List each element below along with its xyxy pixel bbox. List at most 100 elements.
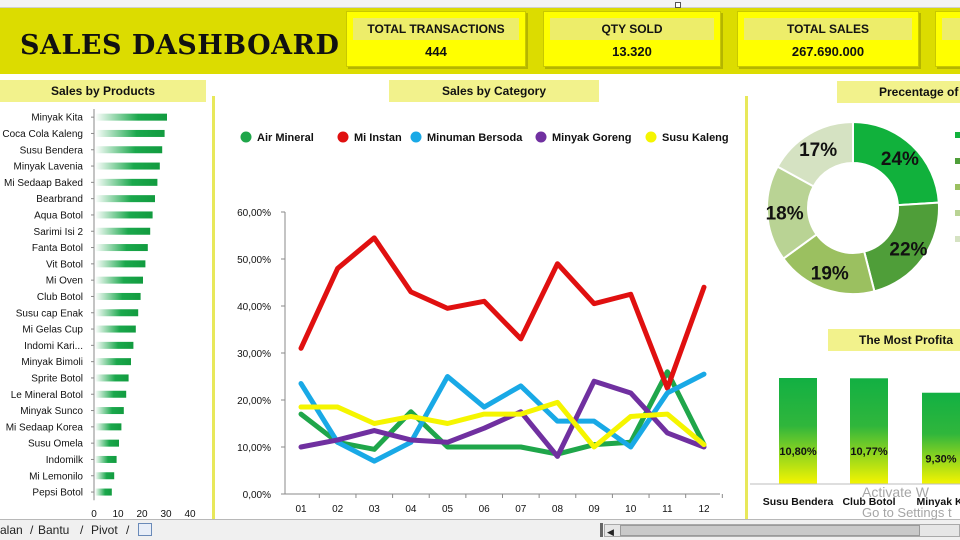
scrollbar-thumb[interactable]: [620, 525, 920, 536]
tick-label: Bearbrand: [36, 194, 83, 205]
kpi-label: QTY SOLD: [550, 18, 714, 40]
dashboard-title: SALES DASHBOARD: [20, 30, 340, 61]
tick-label: 20: [136, 509, 148, 520]
tick-label: Minyak Lavenia: [14, 162, 84, 173]
kpi-cut-off[interactable]: [935, 11, 960, 67]
tick-label: 30: [160, 509, 172, 520]
series-line: [298, 378, 707, 459]
tick-label: Le Mineral Botol: [11, 390, 83, 401]
tick-label: Club Botol: [842, 496, 895, 508]
data-label: 18%: [766, 203, 804, 224]
tick-label: Susu Omela: [28, 439, 83, 450]
bar: [95, 325, 136, 333]
bar: [95, 358, 131, 366]
legend-label: Minyak Goreng: [552, 132, 631, 144]
tick-label: 60,00%: [237, 208, 271, 219]
tick-label: 20,00%: [237, 396, 271, 407]
bar: [95, 276, 143, 284]
bar: [95, 374, 129, 382]
bar: [95, 341, 134, 349]
category-section-label: Sales by Category: [389, 80, 599, 102]
tick-label: Pepsi Botol: [32, 488, 83, 499]
kpi-total-sales[interactable]: TOTAL SALES 267.690.000: [737, 11, 919, 67]
activation-watermark: Activate W: [862, 484, 929, 500]
bar: [95, 146, 163, 154]
tick-label: Minyak Kita: [31, 113, 83, 124]
tick-label: Minyak Bimoli: [21, 357, 83, 368]
products-section-label: Sales by Products: [0, 80, 206, 102]
series-line: [298, 399, 707, 450]
tick-label: Mi Oven: [46, 276, 83, 287]
tick-label: Minyak Ki: [916, 496, 960, 508]
series-line: [298, 235, 707, 391]
sheet-tab[interactable]: Pivot: [91, 523, 118, 537]
tab-separator: /: [80, 523, 84, 537]
tick-label: Fanta Botol: [32, 243, 83, 254]
kpi-total-transactions[interactable]: TOTAL TRANSACTIONS 444: [346, 11, 526, 67]
resize-handle[interactable]: [675, 2, 681, 8]
bar: [95, 455, 117, 463]
bar: [95, 292, 141, 300]
legend-marker: [955, 236, 960, 242]
kpi-qty-sold[interactable]: QTY SOLD 13.320: [543, 11, 721, 67]
legend-label: Susu Kaleng: [662, 132, 729, 144]
tick-label: Coca Cola Kaleng: [2, 129, 83, 140]
bar: [95, 309, 139, 317]
tab-separator: /: [126, 523, 130, 537]
bar: [95, 488, 112, 496]
sheet-tab[interactable]: Bantu: [38, 523, 70, 537]
split-handle-icon[interactable]: [600, 523, 603, 537]
tick-label: 10,00%: [237, 443, 271, 454]
data-label: 22%: [889, 239, 927, 260]
legend-marker: [240, 131, 252, 143]
kpi-value: 444: [425, 44, 447, 59]
bar: [95, 227, 151, 235]
sheet-tab[interactable]: alan: [0, 523, 23, 537]
tick-label: Mi Sedaap Korea: [6, 422, 84, 433]
tick-label: Aqua Botol: [34, 210, 83, 221]
formula-area-edge: [0, 0, 960, 8]
tick-label: 10: [112, 509, 124, 520]
bar: [95, 195, 155, 203]
tick-label: 07: [515, 504, 527, 515]
kpi-value: 13.320: [612, 44, 652, 59]
legend-marker: [955, 184, 960, 190]
kpi-value: 267.690.000: [791, 44, 865, 59]
bar: [95, 407, 124, 415]
activation-watermark-sub: Go to Settings t: [862, 505, 952, 520]
tick-label: 05: [442, 504, 454, 515]
legend-label: Minuman Bersoda: [427, 132, 523, 144]
tick-label: 08: [552, 504, 564, 515]
tick-label: 50,00%: [237, 255, 271, 266]
kpi-label: TOTAL SALES: [744, 18, 912, 40]
tick-label: 12: [698, 504, 710, 515]
tick-label: 10: [625, 504, 637, 515]
legend-marker: [337, 131, 349, 143]
series-line: [298, 371, 707, 464]
legend-marker: [535, 131, 547, 143]
tick-label: 02: [332, 504, 344, 515]
kpi-label: [942, 18, 960, 40]
scroll-left-icon[interactable]: ◀: [607, 527, 614, 537]
tick-label: Susu cap Enak: [16, 308, 84, 319]
bar: [95, 178, 158, 186]
tick-label: Club Botol: [37, 292, 83, 303]
new-sheet-icon[interactable]: [138, 523, 152, 536]
data-label: 19%: [811, 263, 849, 284]
tick-label: 04: [405, 504, 417, 515]
bar: [779, 378, 817, 484]
tick-label: Susu Bendera: [763, 496, 834, 508]
bar: [95, 244, 148, 252]
tick-label: Indomi Kari...: [24, 341, 83, 352]
bar: [922, 392, 960, 484]
donut-slice: [776, 120, 854, 188]
tick-label: 03: [369, 504, 381, 515]
legend-marker: [410, 131, 422, 143]
category-line-chart: 0,00% 10,00% 20,00% 30,00% 40,00% 50,00% 60,00…: [237, 131, 729, 515]
legend-label: Air Mineral: [257, 132, 314, 144]
bar: [95, 162, 160, 170]
tick-label: Indomilk: [46, 455, 84, 466]
data-label: 9,30%: [925, 453, 956, 465]
series-line: [298, 369, 707, 457]
data-label: 10,77%: [850, 446, 888, 458]
